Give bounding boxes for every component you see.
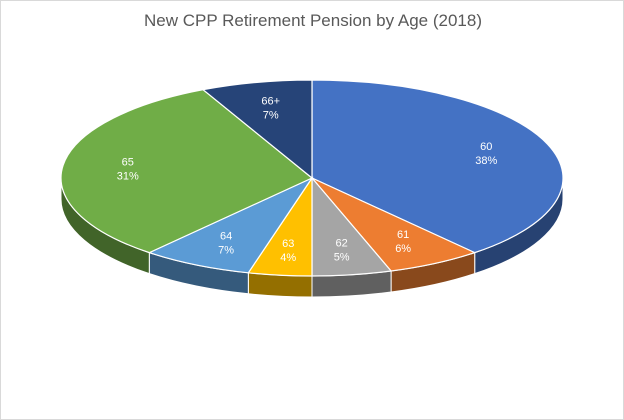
slice-value-label: 31% [117, 171, 139, 183]
chart-title: New CPP Retirement Pension by Age (2018) [144, 11, 482, 30]
slice-value-label: 38% [475, 155, 497, 167]
slice-category-label: 65 [122, 157, 134, 169]
slice-category-label: 61 [397, 229, 409, 241]
slice-label-65: 65 31% [117, 157, 139, 183]
slice-label-60: 60 38% [475, 141, 497, 167]
slice-category-label: 63 [282, 238, 294, 250]
slice-value-label: 6% [395, 243, 411, 255]
slice-value-label: 4% [280, 252, 296, 264]
pie-label-layer: 60 38%61 6%62 5%63 4%64 7%65 31%66+ 7% [117, 95, 498, 264]
slice-label-63: 63 4% [280, 238, 296, 264]
slice-label-61: 61 6% [395, 229, 411, 255]
slice-label-62: 62 5% [334, 238, 350, 264]
slice-label-66: 66+ 7% [261, 95, 280, 121]
slice-label-64: 64 7% [218, 230, 234, 256]
slice-category-label: 62 [336, 238, 348, 250]
slice-value-label: 5% [334, 252, 350, 264]
pie-side-layer [60, 177, 564, 298]
slice-value-label: 7% [218, 244, 234, 256]
slice-category-label: 66+ [261, 95, 280, 107]
pie-slice-64 [147, 176, 314, 274]
pie-slice-65 [60, 89, 314, 254]
slice-value-label: 7% [263, 109, 279, 121]
pie-top-layer [60, 79, 564, 277]
pie-slice-66 [201, 79, 313, 180]
pie-slice-60 [311, 79, 564, 254]
slice-category-label: 60 [480, 141, 492, 153]
slice-category-label: 64 [220, 230, 232, 242]
